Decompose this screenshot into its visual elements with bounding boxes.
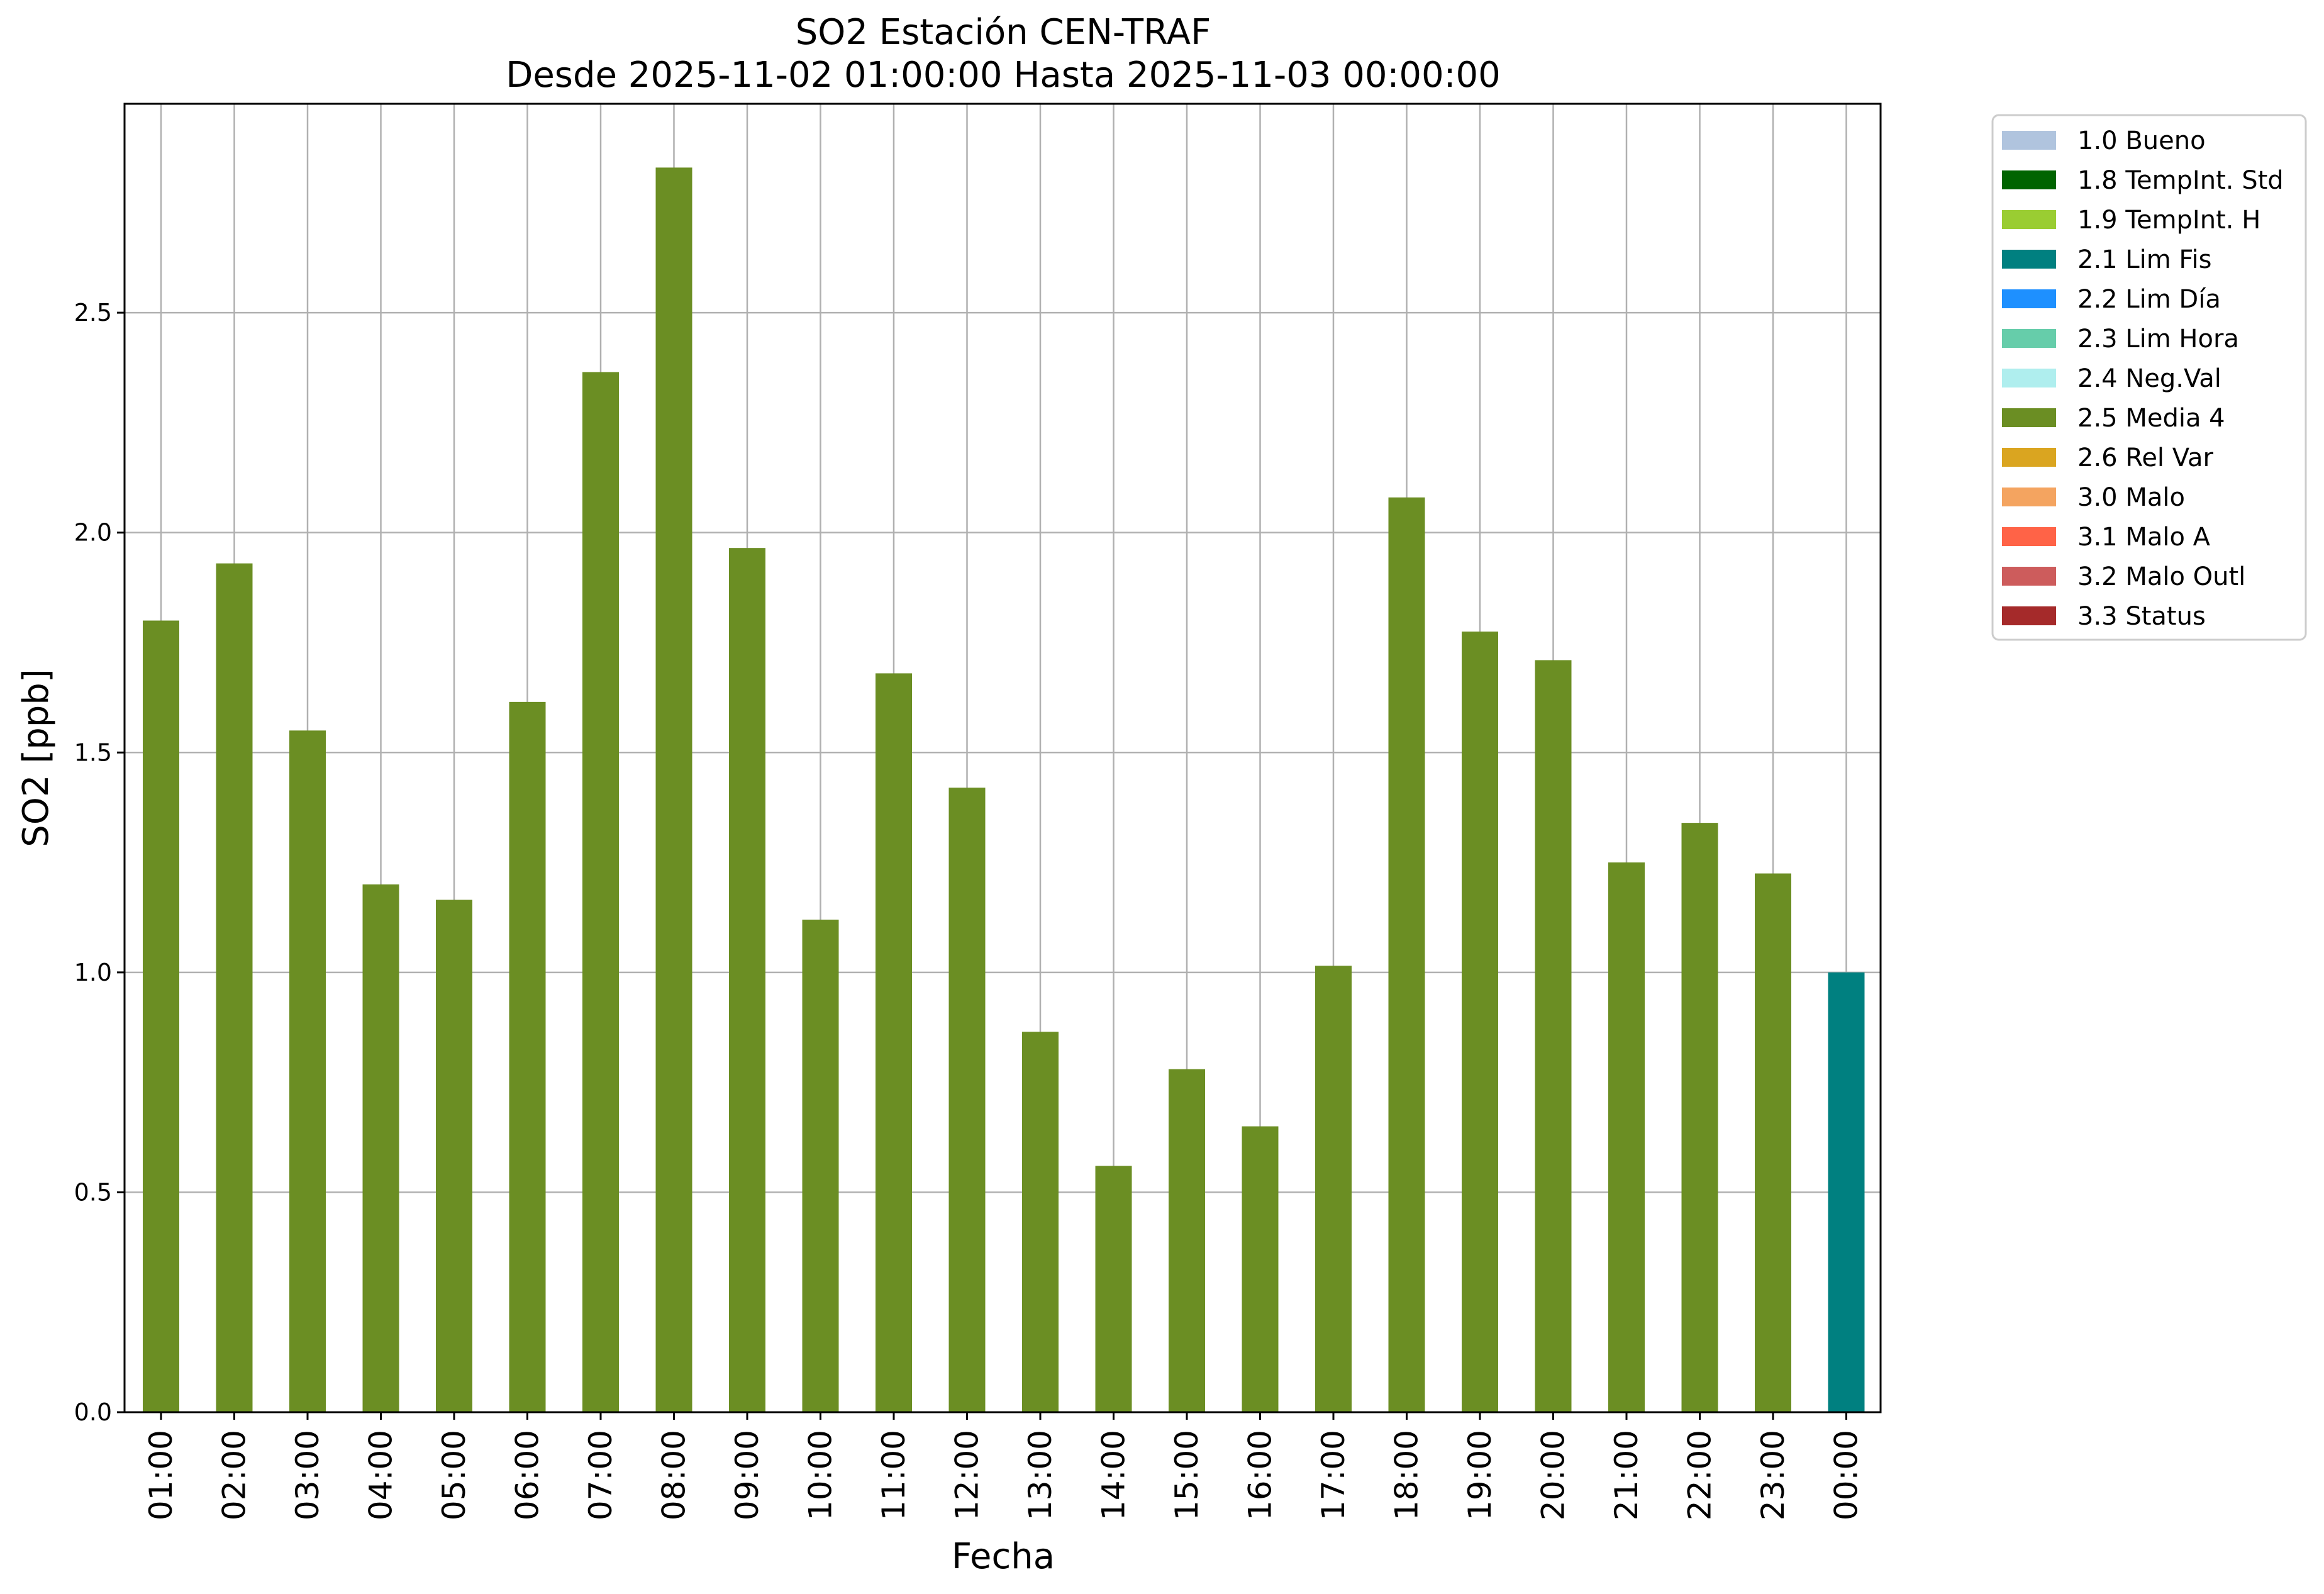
y-tick-label: 1.5 (74, 738, 112, 766)
legend-swatch (2002, 329, 2056, 348)
y-tick-label: 0.0 (74, 1398, 112, 1426)
legend-swatch (2002, 448, 2056, 467)
legend: 1.0 Bueno 1.8 TempInt. Std 1.9 TempInt. H 2… (1991, 114, 2307, 641)
legend-swatch (2002, 567, 2056, 586)
legend-swatch (2002, 527, 2056, 546)
x-tick-label: 17:00 (1315, 1430, 1352, 1520)
legend-label: 2.2 Lim Día (2077, 285, 2221, 314)
bar-1800 (1388, 497, 1425, 1412)
bar-0200 (216, 563, 253, 1412)
x-tick-label: 07:00 (582, 1430, 619, 1520)
x-tick-label: 04:00 (363, 1430, 399, 1520)
bar-1300 (1022, 1032, 1059, 1412)
legend-label: 2.5 Media 4 (2077, 404, 2225, 433)
legend-label: 2.6 Rel Var (2077, 443, 2214, 472)
x-tick-label: 02:00 (216, 1430, 253, 1520)
bar-0900 (729, 548, 765, 1412)
x-tick-label: 18:00 (1389, 1430, 1425, 1520)
x-tick-label: 19:00 (1462, 1430, 1498, 1520)
x-tick-label: 09:00 (729, 1430, 765, 1520)
bar-1900 (1462, 631, 1498, 1412)
x-tick-label: 11:00 (876, 1430, 912, 1520)
x-tick-label: 03:00 (289, 1430, 326, 1520)
x-tick-label: 01:00 (143, 1430, 179, 1520)
x-tick-label: 05:00 (436, 1430, 472, 1520)
bar-1200 (948, 788, 986, 1412)
legend-swatch (2002, 289, 2056, 308)
bar-0600 (509, 701, 546, 1412)
legend-swatch (2002, 369, 2056, 387)
x-tick-label: 10:00 (803, 1430, 839, 1520)
y-axis-label: SO2 [ppb] (16, 669, 57, 847)
bar-1000 (802, 919, 839, 1412)
legend-label: 1.0 Bueno (2077, 126, 2206, 155)
x-tick-label: 16:00 (1242, 1430, 1279, 1520)
x-tick-label: 06:00 (509, 1430, 546, 1520)
bar-0300 (289, 730, 326, 1412)
legend-swatch (2002, 606, 2056, 625)
legend-label: 3.2 Malo Outl (2077, 562, 2245, 591)
bar-2200 (1681, 823, 1718, 1412)
bar-2000 (1535, 660, 1572, 1412)
x-tick-label: 15:00 (1169, 1430, 1205, 1520)
bar-1400 (1095, 1166, 1132, 1412)
x-tick-label: 22:00 (1682, 1430, 1718, 1520)
legend-label: 1.9 TempInt. H (2077, 206, 2260, 235)
legend-label: 2.4 Neg.Val (2077, 364, 2221, 393)
legend-frame (1991, 114, 2307, 641)
x-axis-label: Fecha (952, 1536, 1055, 1577)
bar-2100 (1608, 862, 1645, 1412)
y-axis-ticks: 0.0 0.5 1.0 1.5 2.0 2.5 (74, 299, 125, 1426)
bar-0100 (143, 620, 179, 1412)
legend-swatch (2002, 170, 2056, 189)
bar-0000 (1828, 972, 1865, 1412)
x-tick-label: 21:00 (1608, 1430, 1645, 1520)
legend-label: 3.0 Malo (2077, 483, 2185, 512)
bar-1600 (1242, 1126, 1279, 1412)
x-tick-label: 20:00 (1535, 1430, 1572, 1520)
bar-1500 (1169, 1069, 1205, 1412)
x-tick-label: 14:00 (1096, 1430, 1132, 1520)
legend-label: 3.1 Malo A (2077, 523, 2211, 552)
bars (143, 167, 1865, 1413)
legend-label: 2.1 Lim Fis (2077, 245, 2211, 274)
y-tick-label: 0.5 (74, 1178, 112, 1206)
x-tick-label: 23:00 (1755, 1430, 1791, 1520)
legend-swatch (2002, 408, 2056, 427)
bar-0500 (436, 900, 472, 1412)
bar-1700 (1315, 966, 1352, 1412)
x-tick-label: 12:00 (949, 1430, 986, 1520)
chart-title: SO2 Estación CEN-TRAF (796, 12, 1211, 53)
bar-0800 (655, 167, 692, 1412)
legend-swatch (2002, 488, 2056, 506)
legend-label: 2.3 Lim Hora (2077, 325, 2239, 354)
legend-label: 3.3 Status (2077, 602, 2206, 631)
bar-0700 (582, 372, 619, 1413)
x-tick-label: 13:00 (1022, 1430, 1059, 1520)
x-tick-label: 08:00 (656, 1430, 692, 1520)
x-axis-ticks: 01:00 02:00 03:00 04:00 05:00 06:00 07:00 08:00… (143, 1412, 1865, 1520)
chart-subtitle: Desde 2025-11-02 01:00:00 Hasta 2025-11-… (506, 55, 1501, 96)
legend-swatch (2002, 131, 2056, 150)
y-tick-label: 2.5 (74, 299, 112, 326)
bar-0400 (362, 884, 399, 1412)
plot-frame (123, 103, 1882, 1413)
bar-1100 (876, 673, 912, 1412)
y-tick-label: 1.0 (74, 959, 112, 986)
bar-2300 (1755, 873, 1791, 1412)
legend-swatch (2002, 210, 2056, 229)
y-tick-label: 2.0 (74, 519, 112, 547)
x-tick-label: 00:00 (1828, 1430, 1865, 1520)
legend-label: 1.8 TempInt. Std (2077, 166, 2284, 195)
legend-swatch (2002, 250, 2056, 269)
